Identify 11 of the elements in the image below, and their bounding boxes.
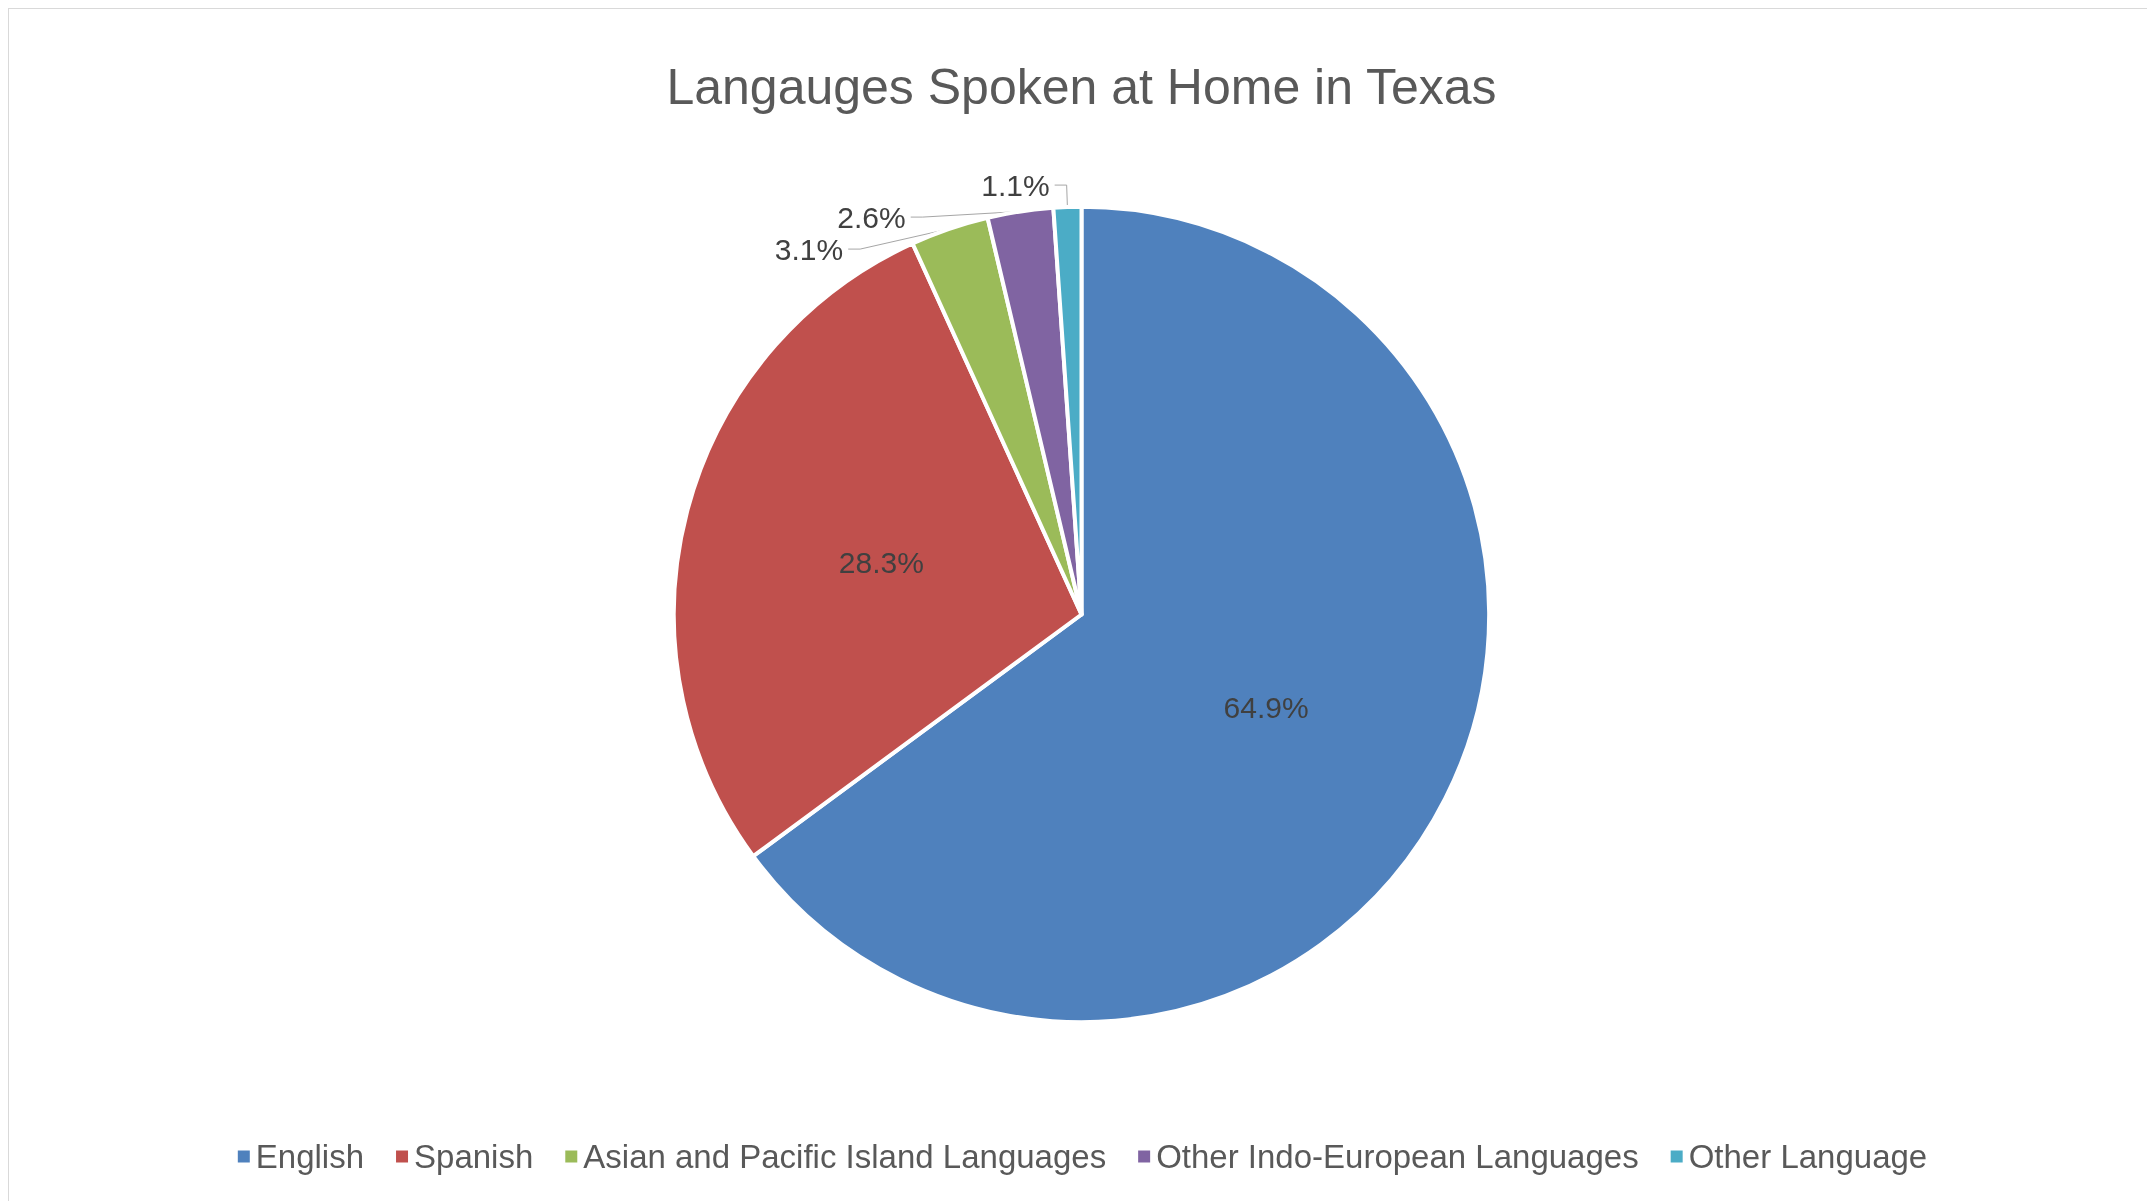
data-label: 1.1% [981, 168, 1050, 202]
data-label: 2.6% [837, 200, 906, 234]
legend-label: English [255, 1138, 365, 1175]
data-label: 28.3% [838, 545, 924, 579]
legend-label: Other Language [1688, 1138, 1928, 1175]
legend-label: Asian and Pacific Island Languages [583, 1138, 1107, 1175]
data-label: 64.9% [1223, 691, 1309, 725]
chart-title: Langauges Spoken at Home in Texas [666, 59, 1497, 115]
legend-label: Spanish [414, 1138, 534, 1175]
legend-label: Other Indo-European Languages [1156, 1138, 1639, 1175]
data-label: 3.1% [774, 232, 844, 266]
